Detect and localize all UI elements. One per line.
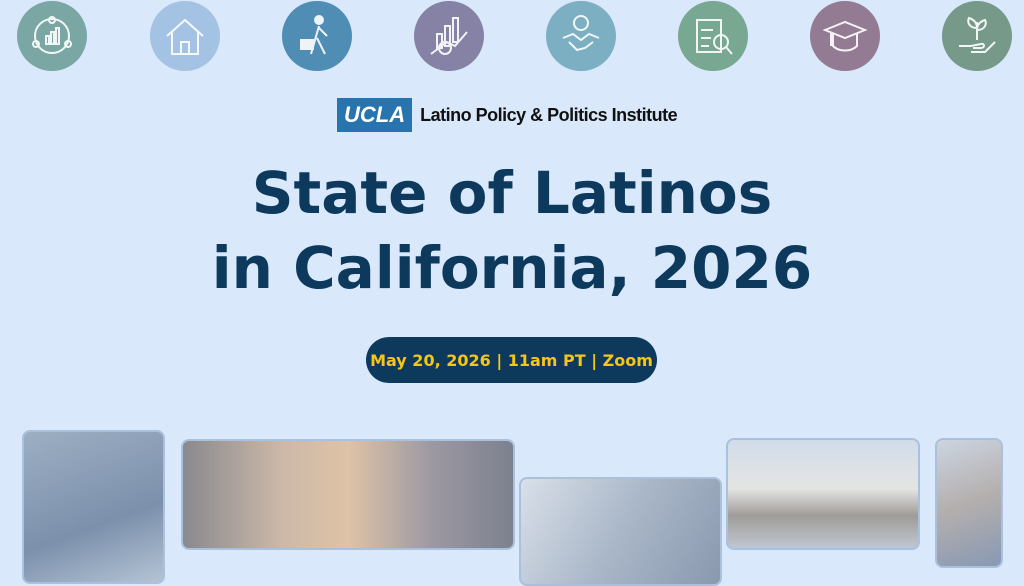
graduation-cap-icon: [810, 1, 880, 71]
photo-elder-woman: [935, 438, 1003, 568]
ucla-logo-mark: UCLA: [337, 98, 413, 132]
plant-hand-icon: [942, 1, 1012, 71]
house-icon: [150, 1, 220, 71]
handshake-dollar-icon: [546, 1, 616, 71]
institute-name: Latino Policy & Politics Institute: [420, 104, 678, 125]
worker-briefcase-icon: [282, 1, 352, 71]
page-title: State of Latinos in California, 2026: [0, 156, 1024, 306]
title-line-2: in California, 2026: [211, 234, 813, 302]
title-line-1: State of Latinos: [251, 159, 773, 227]
photo-family: [181, 439, 515, 550]
photo-worker: [22, 430, 165, 584]
economic-growth-icon: [414, 1, 484, 71]
ucla-lppi-logo: UCLA Latino Policy & Politics Institute: [337, 98, 678, 132]
photo-couple-house: [726, 438, 920, 550]
event-details-badge: May 20, 2026 | 11am PT | Zoom: [366, 337, 657, 383]
photo-mother-children: [519, 477, 722, 586]
community-data-icon: [17, 1, 87, 71]
health-clipboard-icon: [678, 1, 748, 71]
